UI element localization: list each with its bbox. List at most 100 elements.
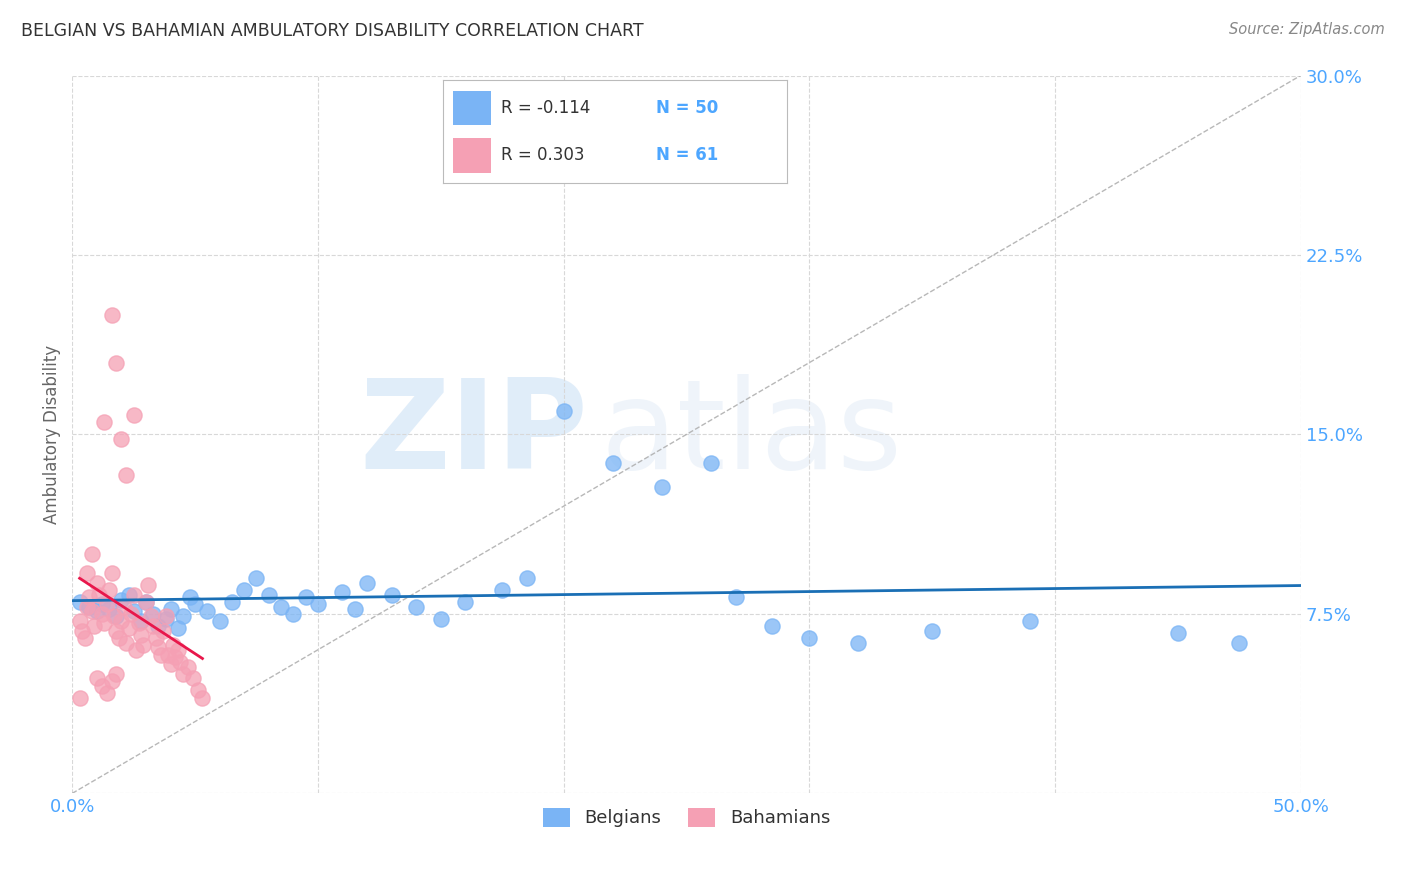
Point	[233, 582, 256, 597]
Point	[343, 602, 366, 616]
Point	[1167, 626, 1189, 640]
Point	[172, 666, 194, 681]
Point	[172, 609, 194, 624]
Point	[142, 607, 165, 621]
Point	[602, 456, 624, 470]
Point	[122, 409, 145, 423]
Point	[86, 605, 108, 619]
Point	[142, 619, 165, 633]
Text: BELGIAN VS BAHAMIAN AMBULATORY DISABILITY CORRELATION CHART: BELGIAN VS BAHAMIAN AMBULATORY DISABILIT…	[21, 22, 644, 40]
Point	[651, 480, 673, 494]
Point	[100, 673, 122, 688]
Point	[162, 638, 184, 652]
Point	[148, 619, 170, 633]
Point	[145, 631, 167, 645]
Point	[80, 547, 103, 561]
Point	[167, 621, 190, 635]
Point	[157, 648, 180, 662]
Point	[73, 631, 96, 645]
Point	[112, 599, 135, 614]
Point	[129, 628, 152, 642]
Point	[155, 609, 177, 624]
Point	[115, 468, 138, 483]
Point	[128, 616, 150, 631]
Point	[98, 582, 121, 597]
Point	[103, 609, 125, 624]
Point	[89, 588, 111, 602]
Point	[132, 638, 155, 652]
Point	[159, 602, 181, 616]
Point	[86, 575, 108, 590]
Point	[553, 403, 575, 417]
Point	[110, 614, 132, 628]
Point	[86, 672, 108, 686]
Point	[100, 566, 122, 581]
FancyBboxPatch shape	[453, 137, 491, 173]
Point	[76, 566, 98, 581]
Point	[429, 612, 451, 626]
Point	[381, 588, 404, 602]
Point	[221, 595, 243, 609]
Point	[848, 635, 870, 649]
Point	[454, 595, 477, 609]
Text: Source: ZipAtlas.com: Source: ZipAtlas.com	[1229, 22, 1385, 37]
Point	[118, 588, 141, 602]
Point	[155, 612, 177, 626]
Point	[79, 590, 101, 604]
Point	[724, 590, 747, 604]
FancyBboxPatch shape	[453, 91, 491, 126]
Point	[120, 607, 142, 621]
Text: N = 50: N = 50	[657, 99, 718, 117]
Point	[332, 585, 354, 599]
Point	[79, 599, 101, 614]
Point	[90, 607, 112, 621]
Point	[405, 599, 427, 614]
Point	[270, 599, 292, 614]
Point	[129, 614, 152, 628]
Point	[138, 578, 160, 592]
Point	[152, 624, 174, 638]
Point	[184, 597, 207, 611]
Point	[491, 582, 513, 597]
Point	[96, 597, 118, 611]
Point	[90, 679, 112, 693]
Point	[76, 599, 98, 614]
Legend: Belgians, Bahamians: Belgians, Bahamians	[536, 801, 838, 835]
Point	[90, 597, 112, 611]
Point	[93, 616, 115, 631]
Point	[1227, 635, 1250, 649]
Point	[191, 690, 214, 705]
Point	[105, 666, 128, 681]
Point	[122, 588, 145, 602]
Point	[105, 356, 128, 370]
Point	[139, 609, 162, 624]
Text: ZIP: ZIP	[360, 374, 588, 495]
Point	[125, 642, 148, 657]
Point	[69, 690, 91, 705]
Point	[110, 592, 132, 607]
Point	[257, 588, 280, 602]
Point	[100, 308, 122, 322]
Point	[69, 614, 91, 628]
Point	[122, 605, 145, 619]
Point	[167, 642, 190, 657]
Point	[356, 575, 378, 590]
Point	[105, 624, 128, 638]
Point	[108, 631, 131, 645]
Point	[1019, 614, 1042, 628]
Point	[135, 595, 157, 609]
Point	[921, 624, 943, 638]
Point	[98, 602, 121, 616]
Text: N = 61: N = 61	[657, 146, 718, 164]
Point	[195, 605, 218, 619]
Point	[307, 597, 329, 611]
Point	[110, 432, 132, 446]
Point	[83, 619, 105, 633]
Point	[93, 416, 115, 430]
Point	[179, 590, 201, 604]
Point	[169, 655, 191, 669]
Point	[165, 650, 187, 665]
Point	[283, 607, 305, 621]
Point	[118, 621, 141, 635]
Point	[700, 456, 723, 470]
